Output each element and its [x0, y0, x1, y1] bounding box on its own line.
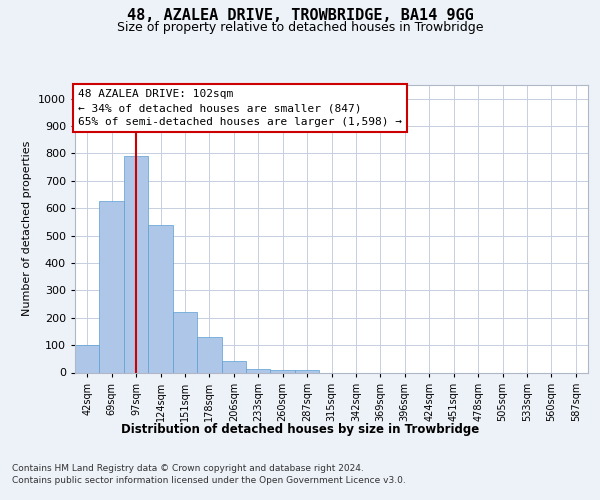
Text: Distribution of detached houses by size in Trowbridge: Distribution of detached houses by size …: [121, 422, 479, 436]
Text: Contains HM Land Registry data © Crown copyright and database right 2024.: Contains HM Land Registry data © Crown c…: [12, 464, 364, 473]
Bar: [197, 337, 221, 372]
Text: Size of property relative to detached houses in Trowbridge: Size of property relative to detached ho…: [117, 21, 483, 34]
Bar: [246, 369, 271, 372]
Bar: [295, 370, 319, 372]
Bar: [75, 345, 100, 372]
Text: 48 AZALEA DRIVE: 102sqm
← 34% of detached houses are smaller (847)
65% of semi-d: 48 AZALEA DRIVE: 102sqm ← 34% of detache…: [77, 90, 401, 128]
Bar: [124, 156, 148, 372]
Bar: [221, 361, 246, 372]
Text: 48, AZALEA DRIVE, TROWBRIDGE, BA14 9GG: 48, AZALEA DRIVE, TROWBRIDGE, BA14 9GG: [127, 8, 473, 24]
Bar: [100, 202, 124, 372]
Bar: [148, 224, 173, 372]
Y-axis label: Number of detached properties: Number of detached properties: [22, 141, 32, 316]
Text: Contains public sector information licensed under the Open Government Licence v3: Contains public sector information licen…: [12, 476, 406, 485]
Bar: [271, 370, 295, 372]
Bar: [173, 312, 197, 372]
